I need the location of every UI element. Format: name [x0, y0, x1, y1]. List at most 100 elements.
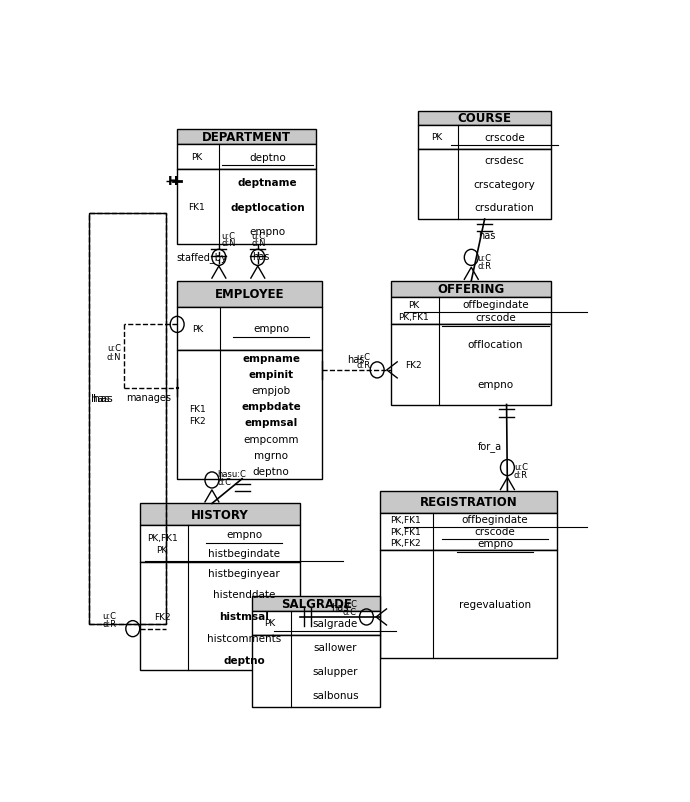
Bar [139, 562, 300, 670]
Text: d:R: d:R [102, 619, 117, 628]
Text: for_a: for_a [478, 440, 502, 452]
Text: SALGRADE: SALGRADE [281, 597, 352, 610]
Text: empname: empname [242, 354, 300, 363]
Text: empcomm: empcomm [244, 434, 299, 444]
Text: deptno: deptno [223, 654, 265, 665]
Text: histenddate: histenddate [213, 589, 275, 600]
Bar [252, 597, 380, 611]
Text: u:C: u:C [477, 254, 492, 263]
Text: DEPARTMENT: DEPARTMENT [202, 132, 291, 144]
Bar [380, 513, 557, 550]
Text: u:C: u:C [107, 343, 121, 352]
Text: d:C: d:C [217, 478, 231, 487]
Text: crsduration: crsduration [475, 203, 535, 213]
Text: FK1
FK2: FK1 FK2 [189, 404, 206, 425]
Text: manages: manages [126, 392, 171, 403]
Text: H: H [168, 175, 178, 188]
Text: u:C: u:C [102, 611, 117, 620]
Text: OFFERING: OFFERING [437, 283, 505, 296]
Text: mgrno: mgrno [254, 450, 288, 460]
Text: PK,FK1
PK,FK1
PK,FK2: PK,FK1 PK,FK1 PK,FK2 [390, 515, 420, 548]
Text: offlocation: offlocation [468, 340, 523, 350]
Text: deptname: deptname [238, 177, 297, 188]
Bar [177, 282, 322, 307]
Text: u:C: u:C [221, 231, 235, 241]
Text: crscode: crscode [475, 526, 515, 537]
Text: has: has [93, 393, 113, 403]
Bar [252, 611, 380, 635]
Text: REGISTRATION: REGISTRATION [420, 496, 518, 508]
Text: empno: empno [250, 227, 286, 237]
Bar [391, 282, 551, 298]
Text: FK1: FK1 [188, 203, 205, 212]
Bar [139, 504, 300, 525]
Text: empinit: empinit [248, 370, 293, 379]
Text: empmsal: empmsal [244, 418, 297, 428]
Bar [391, 298, 551, 325]
Text: empno: empno [226, 529, 262, 540]
Text: PK: PK [192, 325, 203, 334]
Text: empbdate: empbdate [241, 402, 301, 412]
Text: empno: empno [477, 380, 513, 390]
Text: offbegindate: offbegindate [462, 514, 529, 525]
Text: salbonus: salbonus [312, 691, 359, 701]
Text: d:N: d:N [251, 239, 266, 248]
Text: has: has [332, 602, 349, 612]
Text: deptno: deptno [253, 466, 289, 476]
Bar [418, 111, 551, 126]
Text: histmsal: histmsal [219, 611, 269, 622]
Bar [418, 149, 551, 220]
Text: HISTORY: HISTORY [191, 508, 249, 521]
Text: FK2: FK2 [154, 612, 170, 621]
Text: histcomments: histcomments [207, 633, 281, 643]
Bar [139, 525, 300, 562]
Text: staffed_by: staffed_by [176, 252, 227, 263]
Text: salupper: salupper [313, 666, 358, 676]
Bar [380, 492, 557, 513]
Text: PK,FK1
PK: PK,FK1 PK [147, 533, 177, 554]
Text: EMPLOYEE: EMPLOYEE [215, 288, 284, 301]
Text: has: has [90, 393, 109, 403]
Bar [89, 213, 166, 624]
Text: PK: PK [191, 153, 202, 162]
Bar [252, 635, 380, 707]
Text: crscategory: crscategory [474, 180, 535, 189]
Text: has: has [253, 252, 270, 262]
Text: sallower: sallower [314, 642, 357, 652]
Text: salgrade: salgrade [313, 618, 358, 628]
Text: u:C: u:C [514, 462, 528, 472]
Text: d:N: d:N [106, 353, 121, 362]
Text: deptno: deptno [249, 152, 286, 163]
Bar [380, 550, 557, 658]
Bar [177, 145, 316, 170]
Text: has: has [348, 355, 365, 365]
Text: d:R: d:R [356, 360, 371, 370]
Text: empno: empno [477, 539, 513, 549]
Text: COURSE: COURSE [457, 112, 512, 125]
Bar [418, 126, 551, 149]
Text: deptlocation: deptlocation [230, 202, 305, 213]
Text: PK: PK [264, 618, 275, 628]
Text: u:C: u:C [251, 231, 266, 241]
Text: crsdesc: crsdesc [485, 156, 524, 166]
Text: histbegindate: histbegindate [208, 548, 280, 558]
Text: empjob: empjob [251, 386, 290, 396]
Text: FK2: FK2 [405, 360, 422, 370]
Text: offbegindate: offbegindate [462, 299, 529, 310]
Text: histbeginyear: histbeginyear [208, 568, 280, 578]
Text: hasu:C: hasu:C [217, 470, 246, 479]
Text: crscode: crscode [475, 313, 515, 323]
Text: regevaluation: regevaluation [459, 599, 531, 609]
Text: u:C: u:C [356, 352, 371, 362]
Text: has: has [477, 230, 495, 241]
Text: empno: empno [253, 324, 289, 334]
Text: PK
PK,FK1: PK PK,FK1 [398, 301, 429, 322]
Text: PK: PK [431, 133, 442, 142]
Text: d:R: d:R [514, 470, 528, 480]
Text: d:C: d:C [343, 607, 357, 616]
Text: u:C: u:C [343, 599, 357, 608]
Bar [89, 213, 166, 624]
Bar [177, 130, 316, 145]
Text: d:N: d:N [221, 239, 236, 248]
Bar [177, 350, 322, 479]
